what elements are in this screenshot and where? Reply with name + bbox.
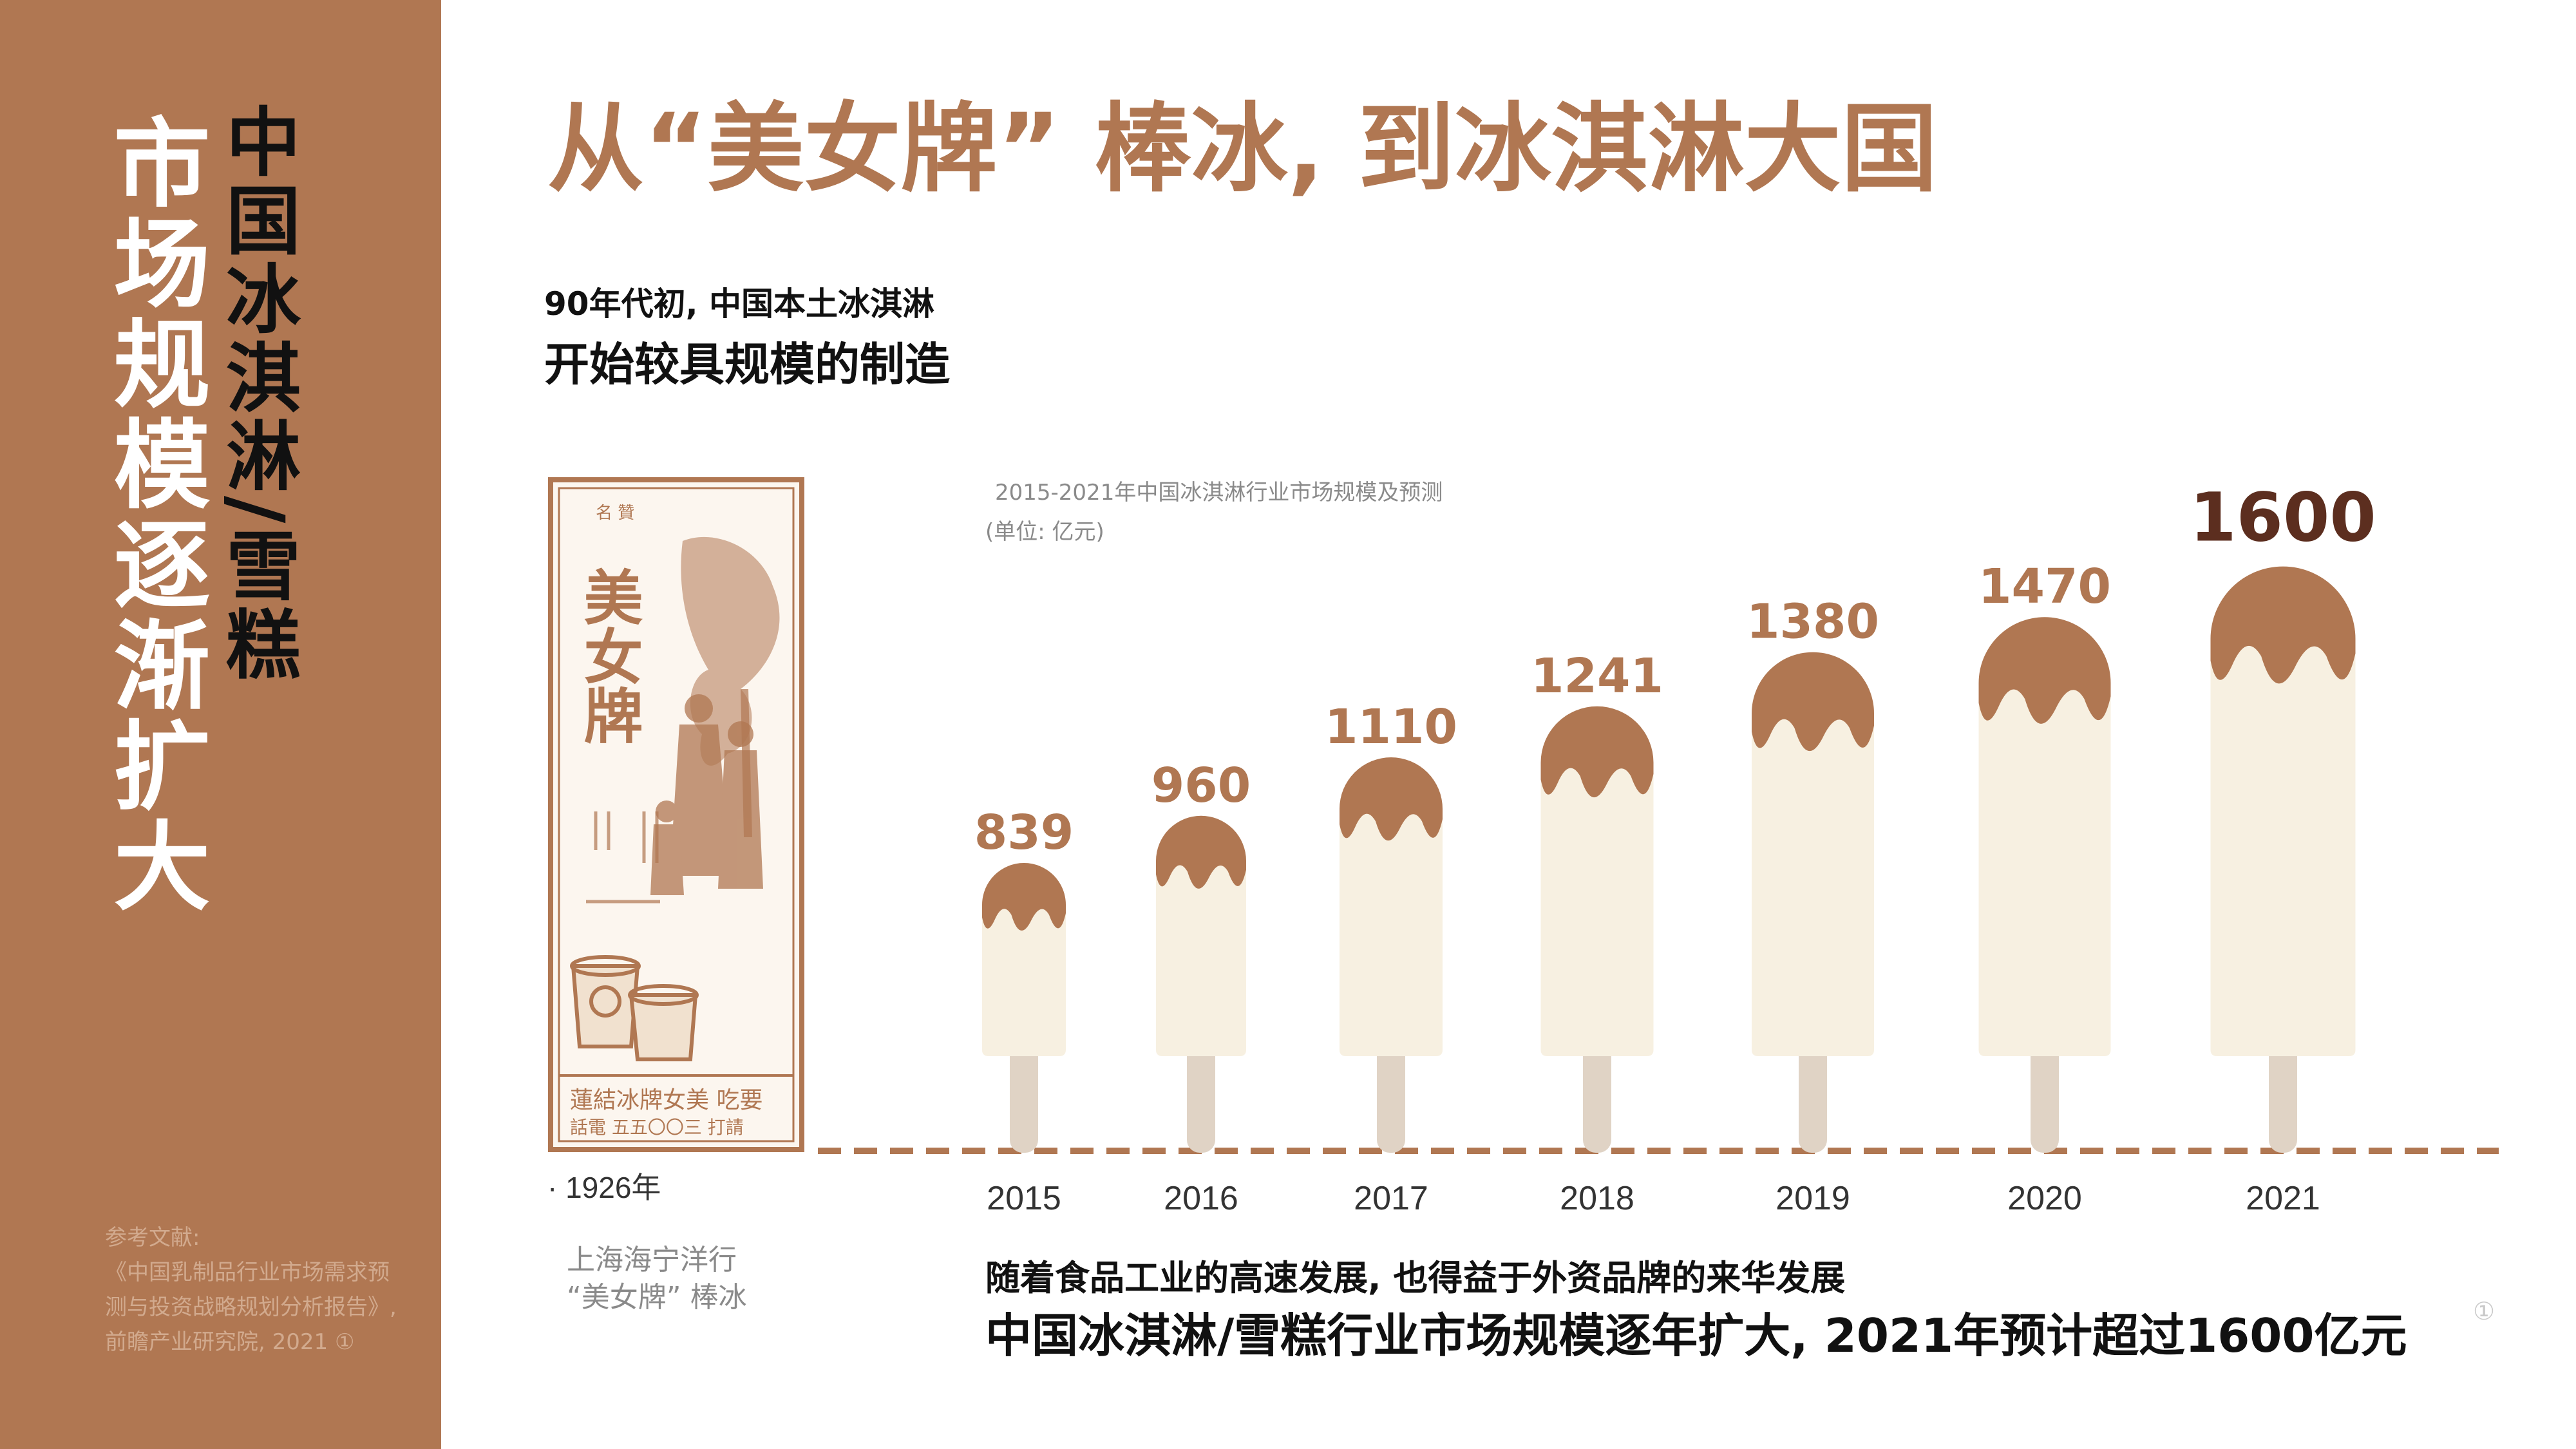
data-label: 1470 [1978,559,2111,614]
popsicle-stick [2031,1043,2059,1153]
x-tick-label: 2021 [2246,1180,2320,1217]
footer-line-2: 中国冰淇淋/雪糕行业市场规模逐年扩大, 2021年预计超过1600亿元 [985,1309,2407,1363]
popsicle-glaze [1156,815,1246,889]
vintage-poster: 名 贊 美女牌 蓮結冰牌女美 吃要 話電 五五〇〇三 打請 [548,477,804,1152]
x-tick-label: 2015 [987,1180,1061,1217]
poster-figures [650,694,763,895]
popsicle-glaze [2210,566,2356,684]
popsicle-body [1340,757,1443,1056]
popsicle-body [1540,706,1654,1056]
popsicle-glaze [1540,706,1654,798]
popsicle-bar: 1600 2021 [2190,478,2376,1217]
data-label: 960 [1151,758,1251,813]
footer-line-1: 随着食品工业的高速发展, 也得益于外资品牌的来华发展 [985,1258,1846,1298]
sidebar-title-black: 中国冰淇淋/雪糕 [213,103,300,685]
popsicle-glaze [1978,617,2111,724]
sidebar-title-white: 市场规模逐渐扩大 [97,113,209,916]
popsicle-stick [1377,1043,1405,1153]
poster-caption-line-2: “美女牌” 棒冰 [567,1281,747,1314]
x-tick-label: 2019 [1776,1180,1850,1217]
popsicle-body [982,863,1066,1056]
data-label: 1600 [2190,478,2376,557]
popsicle-glaze [1752,652,1874,752]
poster-bottom-text-2: 話電 五五〇〇三 打請 [570,1117,744,1138]
data-label: 1110 [1325,699,1457,755]
sidebar: 市场规模逐渐扩大 中国冰淇淋/雪糕 参考文献: 《中国乳制品行业市场需求预 测与… [0,0,441,1449]
chart-title: 2015-2021年中国冰淇淋行业市场规模及预测 [995,480,1443,506]
popsicle-body [1978,617,2111,1056]
reference-line: 《中国乳制品行业市场需求预 [105,1260,390,1285]
x-tick-label: 2018 [1560,1180,1634,1217]
data-label: 839 [974,805,1074,860]
popsicle-body [2210,566,2356,1056]
popsicle-glaze [1340,757,1443,841]
poster-header-text: 名 贊 [596,504,634,523]
popsicle-body [1156,815,1246,1056]
popsicle-bar: 839 2015 [974,805,1074,1217]
data-label: 1380 [1747,594,1879,650]
x-tick-label: 2017 [1354,1180,1428,1217]
footnote-marker: ① [2473,1297,2496,1325]
popsicle-stick [1010,1043,1038,1153]
poster-caption-line-1: 上海海宁洋行 [567,1244,737,1276]
poster-text-columns [586,811,660,904]
popsicle-bar: 1380 2019 [1747,594,1879,1217]
popsicle-bar: 1110 2017 [1325,699,1457,1217]
intro-line-1: 90年代初, 中国本土冰淇淋 [544,285,934,323]
reference-line: 前瞻产业研究院, 2021 ① [105,1329,355,1355]
popsicle-body [1752,652,1874,1056]
poster-cups [570,955,699,1061]
popsicle-stick [2269,1043,2297,1153]
reference-line: 参考文献: [105,1225,200,1251]
references: 参考文献: 《中国乳制品行业市场需求预 测与投资战略规划分析报告》, 前瞻产业研… [105,1220,427,1359]
popsicle-glaze [982,863,1066,931]
x-tick-label: 2020 [2007,1180,2082,1217]
intro-line-2: 开始较具规模的制造 [544,338,950,391]
popsicle-stick [1583,1043,1611,1153]
popsicle-stick [1799,1043,1827,1153]
popsicle-bar: 960 2016 [1151,758,1251,1217]
poster-brand-text: 美女牌 [574,567,643,744]
x-tick-label: 2016 [1164,1180,1238,1217]
popsicle-stick [1187,1043,1215,1153]
data-label: 1241 [1531,649,1663,704]
chart-unit: (单位: 亿元) [985,519,1104,545]
page-title: 从“美女牌” 棒冰, 到冰淇淋大国 [547,93,1938,205]
poster-bottom-text-1: 蓮結冰牌女美 吃要 [570,1087,762,1113]
popsicle-bar: 1470 2020 [1978,559,2111,1217]
popsicle-bar: 1241 2018 [1531,649,1663,1217]
reference-line: 测与投资战略规划分析报告》, [105,1294,397,1320]
poster-year: · 1926年 [547,1171,661,1204]
